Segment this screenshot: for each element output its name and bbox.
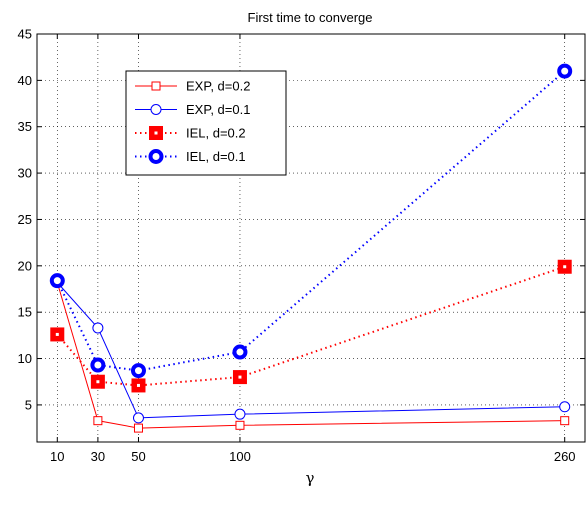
marker-square-open bbox=[235, 420, 245, 430]
legend: EXP, d=0.2 EXP, d=0.1 IEL, d=0.2 IEL, d=0.1 bbox=[125, 70, 287, 176]
grid bbox=[37, 33, 585, 442]
y-tick-label: 45 bbox=[18, 27, 32, 42]
y-tick-labels: 5 10 15 20 25 30 35 40 45 bbox=[18, 27, 32, 413]
marker-circle-filled bbox=[130, 363, 146, 379]
x-tick-label: 100 bbox=[229, 449, 251, 464]
series-line bbox=[56, 70, 566, 372]
marker-square-filled-center bbox=[238, 375, 242, 379]
marker-square-filled-center bbox=[154, 131, 158, 135]
series-4 bbox=[49, 63, 573, 379]
x-tick-label: 30 bbox=[91, 449, 105, 464]
marker-square-open bbox=[93, 416, 103, 426]
marker-circle-filled bbox=[557, 63, 573, 79]
series-line bbox=[56, 282, 565, 419]
series-layer bbox=[49, 63, 573, 433]
legend-label: IEL, d=0.2 bbox=[186, 126, 246, 141]
x-tick-label: 260 bbox=[554, 449, 576, 464]
marker-circle-open bbox=[234, 408, 246, 420]
marker-square-open bbox=[560, 416, 570, 426]
marker-circle-open bbox=[559, 401, 571, 413]
chart-title: First time to converge bbox=[248, 10, 373, 25]
marker-circle-open bbox=[150, 104, 162, 115]
marker-circle-filled bbox=[148, 149, 164, 164]
legend-entry: IEL, d=0.2 bbox=[135, 126, 246, 141]
y-tick-label: 30 bbox=[18, 166, 32, 181]
marker-square-open bbox=[133, 423, 143, 433]
x-axis-label: γ bbox=[306, 469, 315, 487]
y-tick-label: 25 bbox=[18, 212, 32, 227]
y-tick-label: 5 bbox=[25, 397, 32, 412]
marker-circle-filled bbox=[90, 357, 106, 373]
marker-circle-open bbox=[92, 322, 104, 334]
legend-entry: IEL, d=0.1 bbox=[135, 149, 246, 164]
y-tick-label: 10 bbox=[18, 351, 32, 366]
marker-circle-filled bbox=[232, 344, 248, 360]
series-3 bbox=[50, 259, 572, 393]
marker-square-filled-center bbox=[96, 380, 100, 384]
axis-ticks bbox=[37, 33, 585, 442]
legend-label: IEL, d=0.1 bbox=[186, 149, 246, 164]
legend-entry: EXP, d=0.2 bbox=[135, 79, 250, 94]
legend-entry: EXP, d=0.1 bbox=[135, 102, 250, 117]
legend-label: EXP, d=0.1 bbox=[186, 102, 250, 117]
marker-circle-open bbox=[132, 412, 144, 424]
y-tick-label: 20 bbox=[18, 258, 32, 273]
y-tick-label: 40 bbox=[18, 73, 32, 88]
y-tick-label: 35 bbox=[18, 119, 32, 134]
y-tick-label: 15 bbox=[18, 305, 32, 320]
marker-square-open bbox=[151, 81, 161, 91]
marker-square-filled-center bbox=[136, 383, 140, 387]
x-tick-label: 10 bbox=[50, 449, 64, 464]
legend-label: EXP, d=0.2 bbox=[186, 79, 250, 94]
x-tick-label: 50 bbox=[131, 449, 145, 464]
series-2 bbox=[51, 277, 571, 424]
series-1 bbox=[52, 278, 570, 433]
marker-square-filled-center bbox=[55, 332, 59, 336]
marker-square-filled-center bbox=[563, 265, 567, 269]
marker-circle-filled bbox=[49, 273, 65, 289]
x-tick-labels: 10 30 50 100 260 bbox=[50, 449, 575, 464]
plot-area-frame bbox=[36, 33, 586, 443]
